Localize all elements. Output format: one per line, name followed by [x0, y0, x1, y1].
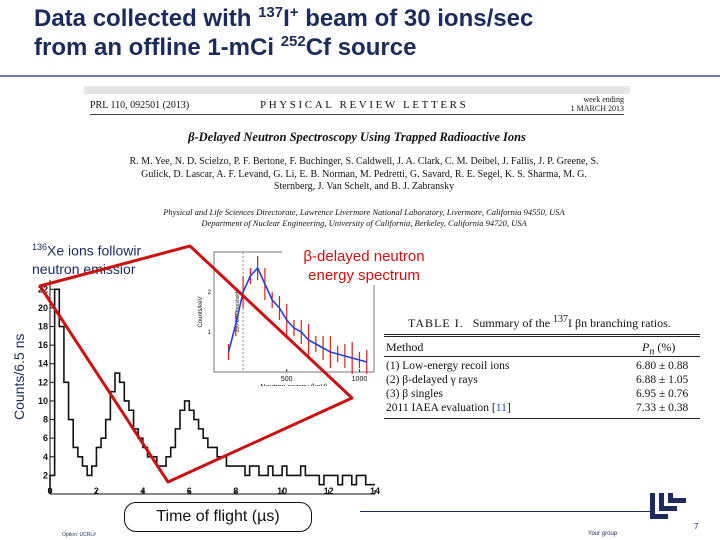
paper-affiliations: Physical and Life Sciences Directorate, … — [114, 207, 614, 228]
inset-y-tick-label: 1 — [208, 330, 212, 336]
lab-logo-icon — [650, 493, 686, 519]
table-row: 2011 IAEA evaluation [11] 7.33 ± 0.38 — [386, 402, 689, 414]
paper-date: week ending 1 MARCH 2013 — [570, 95, 624, 113]
y-tick-label: 2 — [43, 470, 48, 480]
table-header-pn: Pn (%) — [642, 340, 676, 358]
y-tick-label: 4 — [43, 452, 48, 462]
y-tick-label: 22 — [38, 284, 48, 294]
table-bottom-rule — [384, 418, 700, 419]
inset-y-axis-label: Counts/keV — [198, 296, 204, 327]
y-tick-label: 20 — [38, 303, 48, 313]
x-axis-label: Time of flight (µs) — [124, 502, 312, 532]
footer-left-text: Option: UCRL# — [62, 532, 96, 538]
inset-x-tick-label: 500 — [281, 376, 293, 383]
y-tick-label: 12 — [38, 377, 48, 387]
paper-title: β-Delayed Neutron Spectroscopy Using Tra… — [188, 130, 526, 144]
footer-rule — [360, 511, 650, 512]
table-row: (2) β-delayed γ rays 6.88 ± 1.05 — [386, 374, 689, 386]
page-number: 7 — [694, 522, 699, 531]
table-top-rule-2 — [384, 336, 700, 337]
y-axis-label: Counts/6.5 ns — [11, 333, 27, 420]
affiliation-1: Physical and Life Sciences Directorate, … — [163, 207, 565, 217]
inset-x-tick-label: 1000 — [352, 376, 368, 383]
x-tick-label: 8 — [233, 486, 238, 496]
beta-delayed-neutron-label: β-delayed neutron energy spectrum — [282, 247, 446, 285]
title-divider — [0, 75, 720, 77]
table-row: (3) β singles 6.95 ± 0.76 — [386, 388, 689, 400]
y-tick-label: 10 — [38, 396, 48, 406]
slide-title-line1: Data collected with 137I+ beam of 30 ion… — [34, 4, 534, 32]
paper-citation: PRL 110, 092501 (2013) — [90, 100, 190, 111]
slide-title-line2: from an offline 1-mCi 252Cf source — [34, 33, 417, 61]
paper-running-head: PRL 110, 092501 (2013) PHYSICAL REVIEW L… — [90, 95, 624, 114]
x-tick-label: 12 — [324, 486, 334, 496]
y-tick-label: 14 — [38, 359, 48, 369]
y-tick-label: 16 — [38, 340, 48, 350]
paper-excerpt: PRL 110, 092501 (2013) PHYSICAL REVIEW L… — [84, 86, 630, 246]
affiliation-2: Department of Nuclear Engineering, Unive… — [201, 217, 527, 228]
y-tick-label: 6 — [43, 433, 48, 443]
paper-head-rule — [90, 114, 624, 115]
journal-name: PHYSICAL REVIEW LETTERS — [260, 99, 469, 111]
table-header-rule — [384, 356, 700, 357]
y-tick-label: 8 — [43, 415, 48, 425]
x-tick-label: 10 — [277, 486, 287, 496]
table-title: TABLE I. Summary of the 137I βn branchin… — [408, 314, 671, 330]
table-row: (1) Low-energy recoil ions 6.80 ± 0.88 — [386, 360, 689, 372]
x-tick-label: 6 — [187, 486, 192, 496]
y-tick-label: 18 — [38, 322, 48, 332]
slide-title: Data collected with 137I+ beam of 30 ion… — [34, 4, 694, 62]
x-tick-label: 2 — [94, 486, 99, 496]
x-tick-label: 14 — [370, 486, 380, 496]
table-top-rule — [384, 334, 700, 335]
footer-right-text: Your group — [588, 531, 618, 537]
x-tick-label: 4 — [140, 486, 145, 496]
xe-ions-label: 136Xe ions followir neutron emissior — [32, 238, 174, 278]
inset-x-axis-label: Neutron energy (keV) — [261, 384, 328, 386]
reference-link[interactable]: 11 — [495, 402, 507, 414]
branching-ratio-table: TABLE I. Summary of the 137I βn branchin… — [382, 298, 720, 430]
paper-authors: R. M. Yee, N. D. Scielzo, P. F. Bertone,… — [129, 156, 599, 192]
table-header-method: Method — [386, 340, 424, 354]
inset-y-tick-label: 2 — [208, 290, 212, 296]
